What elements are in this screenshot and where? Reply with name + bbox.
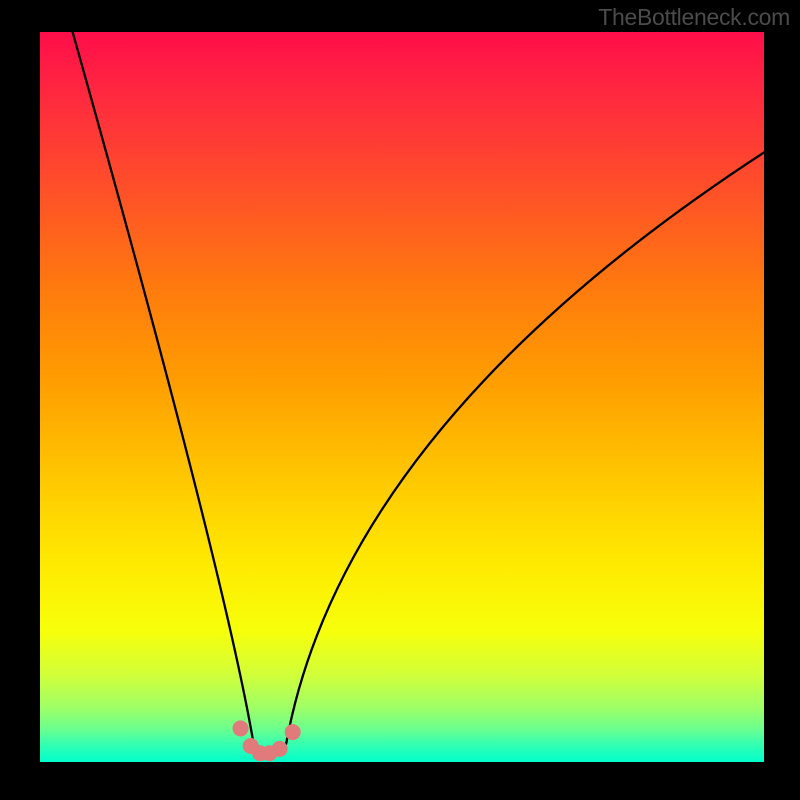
marker-point	[272, 741, 288, 757]
gradient-background	[40, 32, 764, 762]
watermark-text: TheBottleneck.com	[598, 4, 790, 31]
chart-container: TheBottleneck.com	[0, 0, 800, 800]
plot-area	[40, 32, 764, 762]
chart-svg	[40, 32, 764, 762]
marker-point	[285, 724, 301, 740]
marker-point	[233, 720, 249, 736]
